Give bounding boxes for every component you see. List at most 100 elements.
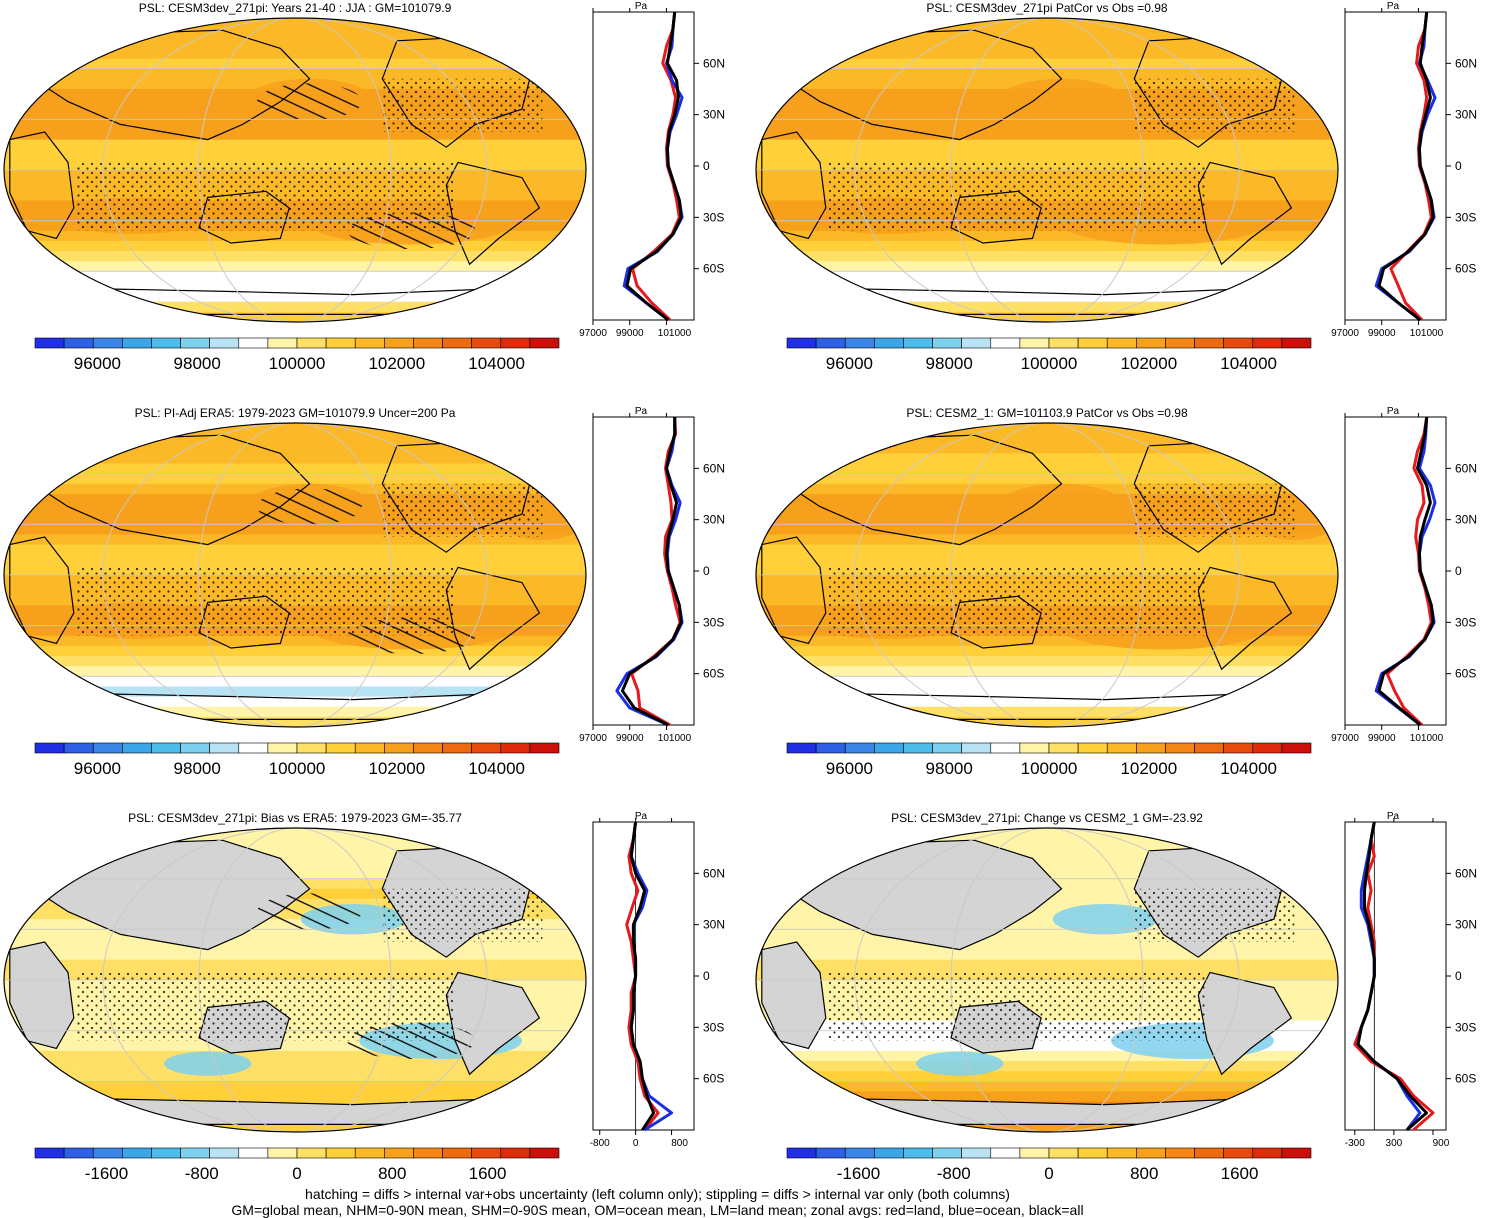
coastline [784, 29, 1063, 141]
colorbar-box [529, 742, 560, 754]
zonal-x-label: 97000 [1331, 328, 1359, 339]
colorbar-box [874, 337, 904, 349]
colorbar-label: 100000 [269, 759, 326, 778]
colorbar-box [1281, 1147, 1312, 1159]
map-border [755, 17, 1339, 323]
field-band [4, 251, 586, 262]
field-band [4, 949, 586, 961]
colorbar-box [1252, 1147, 1283, 1159]
colorbar-box [1194, 1147, 1224, 1159]
zonal-lat-label: 60S [703, 667, 724, 681]
panel-4: PSL: CESM2_1: GM=101103.9 PatCor vs Obs … [755, 406, 1477, 778]
zonal-frame [1344, 416, 1447, 726]
zonal-x-label: 101000 [1410, 328, 1444, 339]
field-band [756, 281, 1338, 293]
field-band [4, 453, 586, 465]
colorbar-label: 102000 [1120, 354, 1177, 373]
zonal-lat-label: 60N [703, 866, 725, 880]
zonal-x-label: -800 [590, 1138, 610, 1149]
colorbar-box [815, 742, 846, 754]
colorbar-box [442, 742, 472, 754]
field-band [756, 939, 1338, 951]
colorbar-box [180, 337, 210, 349]
colorbar-label: 800 [378, 1164, 406, 1183]
field-band [4, 534, 586, 546]
field-band [756, 149, 1338, 161]
field-band [756, 1050, 1338, 1062]
colorbar-box [354, 1147, 385, 1159]
field-band [756, 443, 1338, 454]
field-band [756, 1061, 1338, 1072]
map-border [3, 17, 587, 323]
map [756, 423, 1338, 727]
footer-line-1: hatching = diffs > internal var+obs unce… [305, 1186, 1010, 1202]
colorbar-box [209, 1147, 240, 1159]
colorbar-label: 98000 [926, 759, 973, 778]
colorbar-box [325, 1147, 356, 1159]
field-band [756, 848, 1338, 859]
field-band [756, 38, 1338, 49]
colorbar-box [529, 1147, 560, 1159]
field-band [4, 716, 586, 727]
zonal-x-label: 97000 [579, 733, 607, 744]
colorbar-box [151, 337, 181, 349]
zonal-line-all [1356, 821, 1428, 1132]
zonal-lat-label: 60N [1455, 461, 1477, 475]
colorbar-label: 102000 [1120, 759, 1177, 778]
field-band [756, 129, 1338, 141]
zonal-lat-label: 30S [1455, 615, 1476, 629]
colorbar-box [92, 337, 123, 349]
graticule-line [854, 18, 1240, 322]
colorbar-box [500, 337, 531, 349]
panel-6: PSL: CESM3dev_271pi: Change vs CESM2_1 G… [755, 811, 1477, 1183]
zonal-x-label: 101000 [658, 733, 692, 744]
colorbar-box [1252, 337, 1283, 349]
colorbar-box [267, 337, 298, 349]
hatching [257, 83, 362, 120]
colorbar-box [786, 337, 817, 349]
zonal-line-all [625, 11, 683, 322]
zonal-unit: Pa [635, 406, 648, 417]
field-band [4, 48, 586, 60]
zonal-unit: Pa [635, 811, 648, 822]
colorbar-box [238, 742, 269, 754]
colorbar-box [903, 337, 933, 349]
zonal-x-label: 97000 [1331, 733, 1359, 744]
field-band [4, 149, 586, 161]
zonal-x-label: 900 [1433, 1138, 1450, 1149]
field-band [4, 858, 586, 870]
zonal-line-ocean [629, 821, 674, 1132]
colorbar-label: -1600 [85, 1164, 128, 1183]
colorbar-label: 102000 [368, 759, 425, 778]
colorbar-label: 1600 [469, 1164, 507, 1183]
field-band [756, 453, 1338, 465]
stippling [382, 483, 543, 537]
zonal-lat-label: 30N [703, 513, 725, 527]
footer-line-2: GM=global mean, NHM=0-90N mean, SHM=0-90… [231, 1202, 1084, 1218]
colorbar-box [34, 742, 65, 754]
zonal-unit: Pa [1387, 811, 1400, 822]
zonal-line-land [630, 416, 682, 727]
colorbar-box [92, 1147, 123, 1159]
field-band [4, 1091, 586, 1103]
field-band [756, 423, 1338, 434]
colorbar-box [1048, 742, 1079, 754]
zonal-line-all [1377, 11, 1435, 322]
colorbar-box [1165, 742, 1195, 754]
field-band [756, 18, 1338, 29]
colorbar-box [932, 337, 962, 349]
panel-title: PSL: CESM3dev_271pi: Years 21-40 : JJA :… [139, 1, 452, 15]
colorbar-label: 104000 [1220, 759, 1277, 778]
field-band [4, 38, 586, 49]
colorbar-box [1019, 1147, 1050, 1159]
zonal-lat-label: 60S [703, 1072, 724, 1086]
zonal-lat-label: 30S [1455, 1020, 1476, 1034]
field-band [4, 929, 586, 941]
field-anomaly [1052, 904, 1158, 935]
field-band [4, 433, 586, 444]
zonal-lat-label: 30S [1455, 210, 1476, 224]
graticule-line [102, 828, 488, 1132]
graticule-line [854, 423, 1240, 727]
zonal-lat-label: 0 [703, 969, 710, 983]
field-band [756, 473, 1338, 485]
